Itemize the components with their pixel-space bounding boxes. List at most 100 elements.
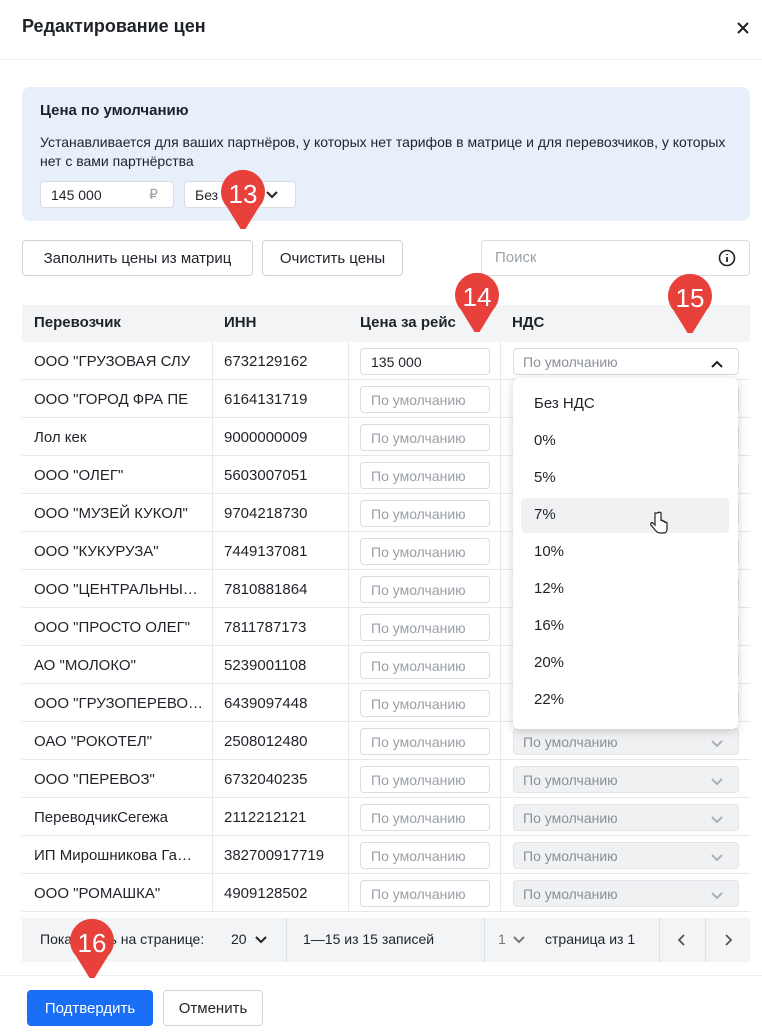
price-input[interactable]: 145 000 ₽ — [40, 181, 174, 208]
inn: 9000000009 — [224, 428, 308, 446]
price-value: По умолчанию — [371, 886, 466, 902]
per-page-value[interactable]: 20 — [231, 931, 247, 947]
cell-border — [500, 874, 501, 912]
next-page[interactable] — [722, 933, 734, 947]
price-input[interactable]: По умолчанию — [360, 500, 490, 527]
price-value: 135 000 — [371, 354, 422, 370]
inn: 5239001108 — [224, 656, 307, 674]
column-header: НДС — [512, 314, 545, 331]
cell-border — [212, 684, 213, 722]
price-input[interactable]: По умолчанию — [360, 614, 490, 641]
carrier: ПереводчикСегежа — [34, 808, 168, 826]
cell-border — [348, 874, 349, 912]
carrier: ИП Мирошникова Га… — [34, 846, 192, 864]
vat-option[interactable]: 7% — [534, 506, 556, 523]
marker-label: 13 — [229, 179, 258, 209]
marker: 16 — [70, 918, 114, 978]
vat-option[interactable]: 22% — [534, 691, 565, 708]
marker-label: 16 — [78, 928, 107, 958]
cell-border — [212, 532, 213, 570]
price-value: По умолчанию — [371, 544, 466, 560]
cell-border — [348, 418, 349, 456]
vat-select[interactable]: По умолчанию — [513, 348, 739, 375]
price-input[interactable]: По умолчанию — [360, 652, 490, 679]
cell-border — [212, 836, 213, 874]
cell-border — [500, 608, 501, 646]
carrier: ООО "КУКУРУЗА" — [34, 542, 159, 560]
price-input[interactable]: По умолчанию — [360, 690, 490, 717]
column-header: Цена за рейс — [360, 314, 456, 331]
cell-border — [212, 874, 213, 912]
price-input[interactable]: По умолчанию — [360, 576, 490, 603]
carrier: АО "МОЛОКО" — [34, 656, 136, 674]
price-input[interactable]: По умолчанию — [360, 766, 490, 793]
price-input[interactable]: 135 000 — [360, 348, 490, 375]
clear-button[interactable]: Очистить цены — [262, 240, 403, 276]
row-border — [22, 797, 750, 798]
inn: 7449137081 — [224, 542, 308, 560]
cell-border — [500, 722, 501, 760]
search-input[interactable]: Поиск — [481, 240, 750, 276]
cell-border — [500, 456, 501, 494]
price-input[interactable]: По умолчанию — [360, 728, 490, 755]
vat-option[interactable]: 16% — [534, 617, 565, 634]
cancel-button[interactable]: Отменить — [163, 990, 263, 1026]
price-value: По умолчанию — [371, 772, 466, 788]
close-button[interactable] — [735, 20, 751, 36]
price-input[interactable]: По умолчанию — [360, 424, 490, 451]
cell-border — [500, 418, 501, 456]
cell-border — [348, 494, 349, 532]
cell-border — [500, 836, 501, 874]
cell-border — [348, 456, 349, 494]
chevron — [711, 854, 723, 862]
cell-border — [500, 570, 501, 608]
price-input[interactable]: По умолчанию — [360, 842, 490, 869]
fill-button[interactable]: Заполнить цены из матриц — [22, 240, 253, 276]
panel-title: Цена по умолчанию — [40, 102, 189, 119]
carrier: ООО "РОМАШКА" — [34, 884, 161, 902]
marker-pin — [70, 918, 114, 978]
vat-option[interactable]: Без НДС — [534, 395, 595, 412]
price-value: По умолчанию — [371, 696, 466, 712]
cell-border — [500, 532, 501, 570]
vat-option[interactable]: 5% — [534, 469, 556, 486]
cell-border — [348, 760, 349, 798]
cell-border — [500, 494, 501, 532]
confirm-button[interactable]: Подтвердить — [27, 990, 153, 1026]
currency: ₽ — [149, 186, 158, 202]
cell-border — [348, 380, 349, 418]
chevron — [711, 892, 723, 900]
vat-chevron — [710, 774, 724, 791]
price-input[interactable]: По умолчанию — [360, 538, 490, 565]
prev-page[interactable] — [676, 933, 688, 947]
inn: 2112212121 — [224, 808, 307, 826]
price-input[interactable]: По умолчанию — [360, 804, 490, 831]
cell-border — [348, 532, 349, 570]
vat-value: По умолчанию — [523, 354, 618, 370]
row-border — [22, 607, 750, 608]
cell-border — [212, 798, 213, 836]
info-icon — [718, 249, 736, 267]
cell-border — [212, 456, 213, 494]
price-value: По умолчанию — [371, 582, 466, 598]
row-border — [22, 379, 750, 380]
vat-option[interactable]: 10% — [534, 543, 565, 560]
vat-option[interactable]: 0% — [534, 432, 556, 449]
row-border — [22, 873, 750, 874]
row-border — [22, 683, 750, 684]
price-input[interactable]: По умолчанию — [360, 386, 490, 413]
carrier: ООО "ПЕРЕВОЗ" — [34, 770, 155, 788]
carrier: ООО "ПРОСТО ОЛЕГ" — [34, 618, 191, 636]
price-input[interactable]: По умолчанию — [360, 880, 490, 907]
cell-border — [500, 684, 501, 722]
row-border — [22, 645, 750, 646]
inn: 5603007051 — [224, 466, 308, 484]
page-value[interactable]: 1 — [498, 931, 506, 947]
cell-border — [348, 722, 349, 760]
vat-option[interactable]: 20% — [534, 654, 565, 671]
cell-border — [500, 760, 501, 798]
divider — [286, 918, 287, 962]
vat-option[interactable]: 12% — [534, 580, 565, 597]
price-input[interactable]: По умолчанию — [360, 462, 490, 489]
cell-border — [348, 684, 349, 722]
